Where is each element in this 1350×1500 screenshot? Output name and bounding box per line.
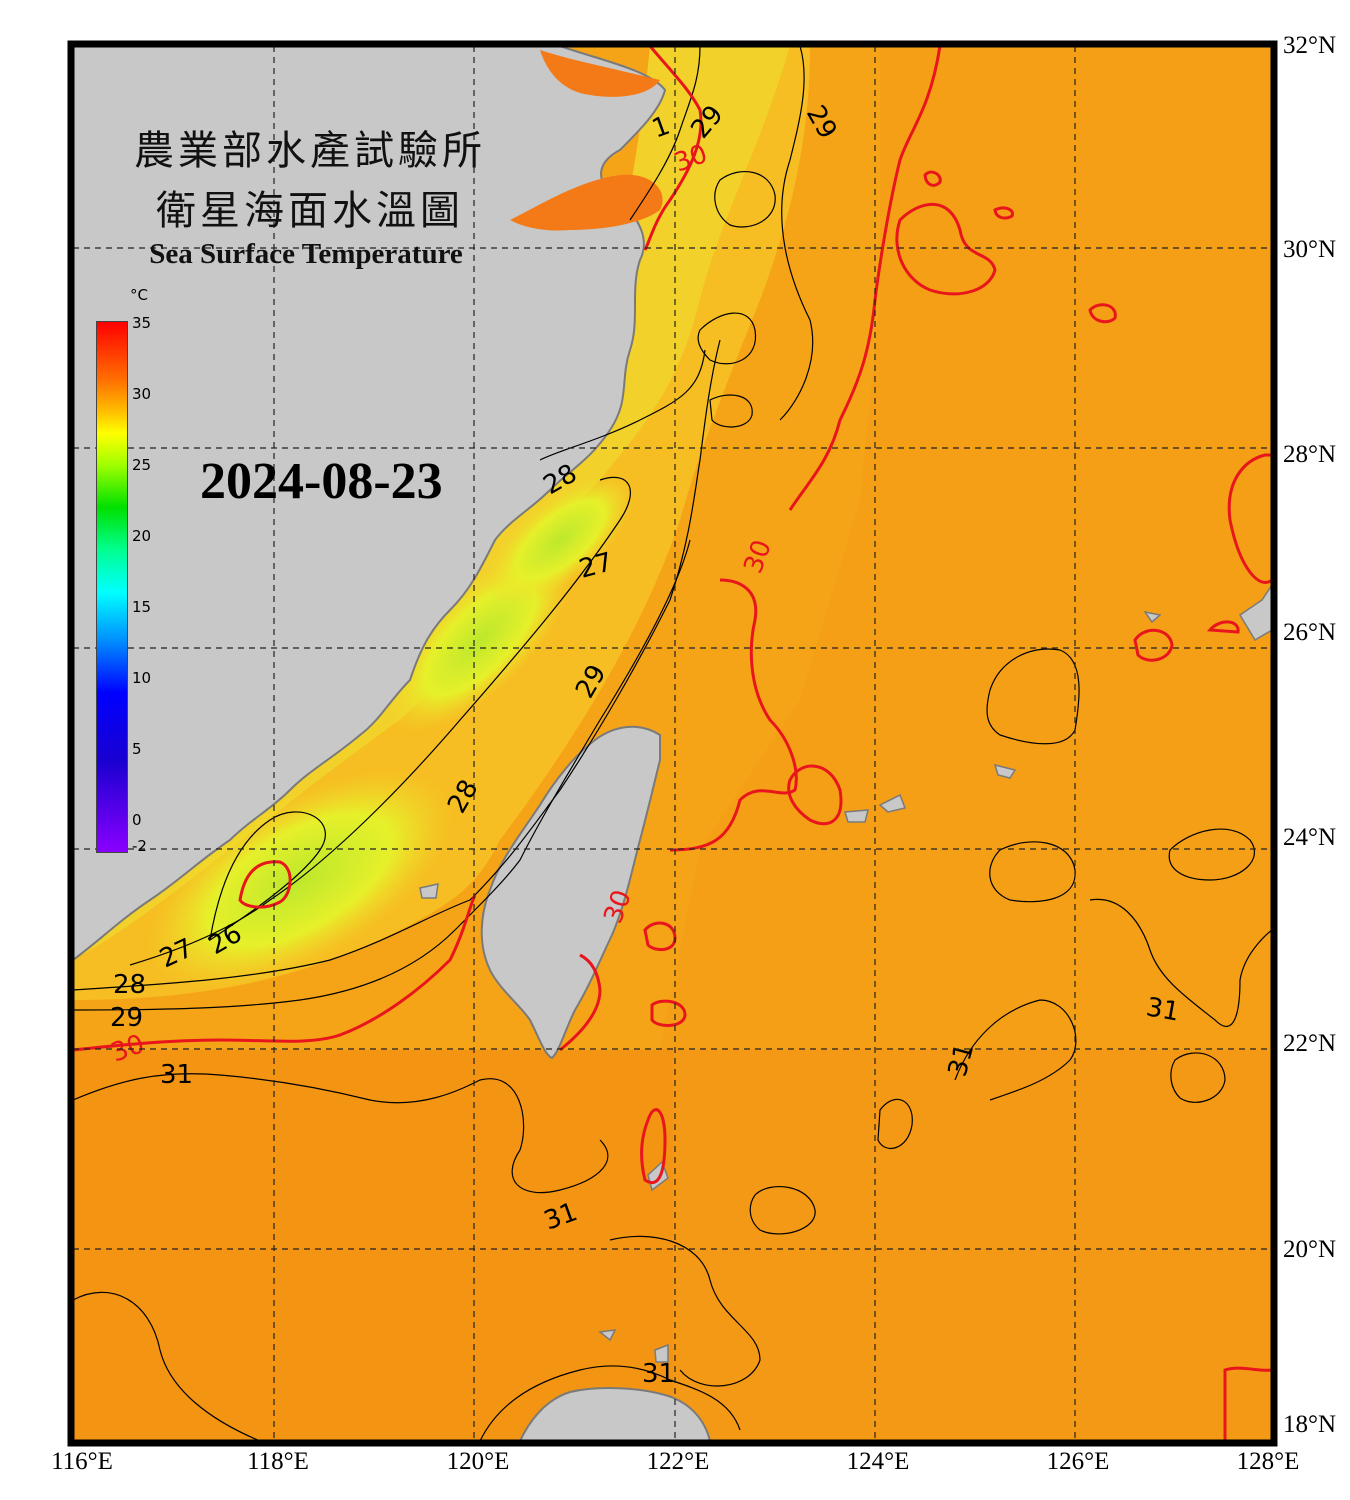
colorbar-tick: 35: [132, 314, 152, 332]
contour-label-31-east: 31: [1144, 992, 1182, 1027]
colorbar-tick: 20: [132, 527, 152, 545]
contours-black: [73, 46, 1272, 1441]
graticule: [73, 46, 1272, 1441]
colorbar: [96, 321, 128, 853]
colorbar-tick: 5: [132, 740, 142, 758]
lon-label-128e: 128°E: [1236, 1448, 1300, 1475]
lat-label-24n: 24°N: [1283, 824, 1337, 851]
colorbar-tick: 30: [132, 385, 152, 403]
contour-loop-b: [989, 841, 1076, 903]
contour-label-31-west: 31: [160, 1060, 193, 1090]
lat-label-20n: 20°N: [1283, 1236, 1337, 1263]
lat-label-18n: 18°N: [1283, 1411, 1337, 1438]
lon-label-120e: 120°E: [446, 1448, 510, 1475]
sea-cool-patch: [147, 770, 453, 990]
land-hangzhou-bay: [510, 174, 663, 231]
sea-cool-patch-3: [486, 474, 634, 606]
lon-label-124e: 124°E: [846, 1448, 910, 1475]
contour-30-loop-t3: [640, 1108, 667, 1184]
contour-30-loop-sw: [238, 860, 292, 909]
contour-28-north: [539, 349, 706, 461]
land-island-8: [419, 883, 439, 899]
contour-30-loop-small-2: [923, 170, 942, 187]
land-china: [73, 46, 667, 962]
lat-label-28n: 28°N: [1283, 441, 1337, 468]
colorbar-tick: 25: [132, 456, 152, 474]
contour-30-loop-small: [1088, 303, 1117, 324]
contour-29-ne: [779, 46, 814, 421]
contour-31-east: [1089, 898, 1272, 1027]
lon-label-116e: 116°E: [51, 1448, 113, 1475]
land-luzon: [518, 1387, 712, 1441]
lon-label-126e: 126°E: [1046, 1448, 1110, 1475]
contour-30-loop-ne: [895, 202, 997, 296]
contour-29-west: [73, 539, 691, 1011]
land-island-6: [598, 1329, 617, 1342]
contour-label-28-west: 28: [113, 970, 146, 1000]
land-estuary: [540, 50, 660, 97]
land-okinawa: [1238, 583, 1272, 642]
lon-label-122e: 122°E: [646, 1448, 710, 1475]
map-frame: [67, 40, 1278, 1447]
contour-30-loop-e3: [1206, 620, 1240, 634]
colorbar-unit: °C: [130, 286, 148, 304]
contour-30-loop-e1: [787, 764, 843, 826]
land-island-4: [1143, 610, 1162, 624]
sea-west-south: [73, 1050, 673, 1441]
colorbar-tick: 15: [132, 598, 152, 616]
colorbar-tick: -2: [132, 837, 147, 855]
title-zh-map: 衛星海面水溫圖: [156, 188, 464, 234]
lat-label-32n: 32°N: [1283, 32, 1337, 59]
contour-30-taiwan-se: [559, 953, 602, 1052]
contour-label-29-west: 29: [110, 1003, 143, 1033]
lat-label-26n: 26°N: [1283, 619, 1337, 646]
contour-loop-f: [1168, 828, 1256, 881]
contour-30-loop-small-3: [993, 206, 1014, 220]
title-zh-institute: 農業部水產試驗所: [134, 128, 486, 174]
contour-loop-c: [877, 1098, 913, 1149]
date-label: 2024-08-23: [200, 453, 443, 510]
contour-label-31-bottom: 31: [642, 1359, 675, 1389]
colorbar-tick: 10: [132, 669, 152, 687]
contour-loop-e: [1170, 1052, 1226, 1103]
land-island-2: [878, 793, 907, 813]
land-island-7: [654, 1343, 669, 1363]
lat-label-30n: 30°N: [1283, 236, 1337, 263]
contour-30-se-corner: [1223, 1366, 1272, 1441]
contour-loop-n2: [709, 394, 753, 428]
sea-east-warm: [660, 46, 1272, 1050]
land-island-1: [844, 809, 869, 823]
contour-30-loop-e2: [1133, 629, 1174, 662]
contour-30-west: [73, 894, 477, 1052]
land-island-3: [993, 763, 1017, 779]
contour-loop-d: [749, 1186, 816, 1235]
colorbar-tick: 0: [132, 811, 142, 829]
contour-loop-n3: [714, 171, 776, 228]
contour-30-east-2: [669, 578, 798, 852]
contour-30-loop-t2: [650, 999, 687, 1027]
contour-29-north: [629, 46, 701, 221]
contour-31-mid: [954, 999, 1077, 1101]
lon-label-118e: 118°E: [247, 1448, 309, 1475]
sea-yellow-band: [73, 46, 790, 960]
contour-30-north: [643, 46, 703, 251]
contour-31-center: [609, 1235, 761, 1387]
contour-loop-n1: [697, 312, 757, 365]
contour-31-south: [73, 1291, 261, 1441]
lat-label-22n: 22°N: [1283, 1030, 1337, 1057]
title-en: Sea Surface Temperature: [149, 238, 463, 270]
contour-31-bottom: [479, 1365, 741, 1441]
contours-30: [73, 46, 1272, 1441]
land-taiwan: [480, 725, 661, 1060]
contour-30-loop-e4: [1227, 453, 1272, 584]
contour-26-loop: [209, 811, 326, 942]
